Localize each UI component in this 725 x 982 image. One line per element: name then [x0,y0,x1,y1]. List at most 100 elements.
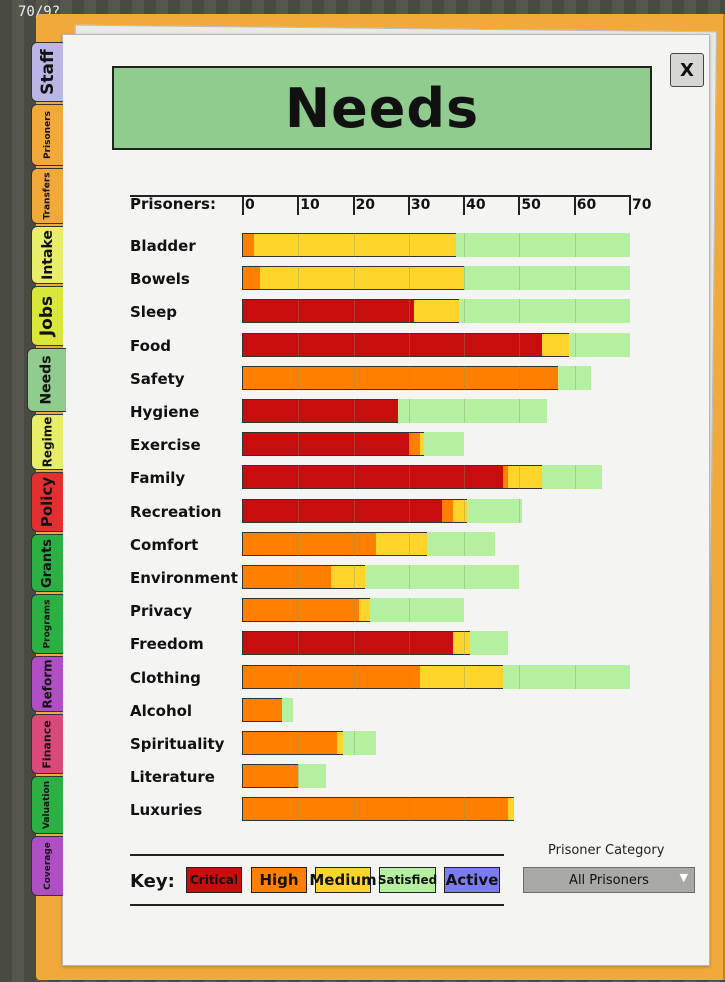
category-label: Clothing [130,668,201,687]
category-label: Recreation [130,502,222,521]
gridline [298,299,300,324]
tab-coverage[interactable]: Coverage [31,836,63,896]
bar-edge [242,697,243,722]
tab-intake[interactable]: Intake [31,226,63,284]
gridline [464,299,466,324]
tab-label: Reform [40,659,55,709]
category-label: Hygiene [130,403,200,421]
gridline [519,664,521,689]
category-label: Bowels [130,270,190,289]
tab-programs[interactable]: Programs [31,594,63,654]
tab-needs[interactable]: Needs [27,348,66,412]
gridline [408,664,410,689]
bar-segment-medium [254,233,456,257]
category-label: Luxuries [130,801,203,820]
prisoner-category-select[interactable]: All Prisoners ▼ [523,867,695,893]
gridline [574,365,576,390]
gridline [519,332,521,357]
gridline [574,332,576,357]
bar-segment-satisfied [558,365,592,390]
bar-edge [242,233,243,257]
x-tick-label: 0 [245,197,255,213]
tab-regime[interactable]: Regime [31,414,63,470]
tab-label: Transfers [42,172,53,220]
tab-label: Prisoners [42,111,53,159]
gridline [574,299,576,324]
tab-label: Intake [39,230,56,280]
gridline [298,432,300,457]
gridline [464,266,466,291]
tab-staff[interactable]: Staff [31,42,63,102]
bar-segment-high [243,697,282,722]
x-tick [297,195,300,215]
tab-prisoners[interactable]: Prisoners [31,104,63,166]
gridline [574,233,576,257]
x-tick-label: 50 [521,197,541,213]
bar-segment-medium [359,598,371,623]
bar-segment-satisfied [281,697,293,722]
x-tick [407,195,410,215]
x-tick-label: 10 [300,197,320,213]
category-label: Food [130,336,171,355]
bar-edge [242,664,243,689]
bar-segment-satisfied [342,731,376,755]
tab-finance[interactable]: Finance [31,714,63,774]
tab-valuation[interactable]: Valuation [31,776,63,834]
tab-reform[interactable]: Reform [31,656,63,712]
tab-jobs[interactable]: Jobs [31,286,63,346]
category-label: Privacy [130,602,193,621]
bar-edge [242,731,243,755]
gridline [353,797,355,822]
title-box: Needs [112,66,652,150]
tab-policy[interactable]: Policy [31,472,63,532]
tab-grants[interactable]: Grants [31,534,63,592]
gridline [298,332,300,357]
close-button[interactable]: X [670,53,704,87]
bar-edge [242,299,243,324]
gridline [464,365,466,390]
bar-segment-high [408,432,420,457]
x-tick-label: 40 [466,197,486,213]
gridline [353,266,355,291]
x-tick [463,195,466,215]
bar-segment-high [243,531,376,556]
bar-segment-critical [243,465,503,490]
gridline [408,465,410,490]
gridline [298,598,300,623]
gridline [519,365,521,390]
category-label: Bladder [130,237,196,255]
gridline [464,233,466,257]
axis-label: Prisoners: [130,195,216,213]
x-tick-label: 30 [410,197,431,213]
gridline [408,531,410,556]
gridline [408,598,410,623]
bar-segment-satisfied [423,432,465,457]
tab-label: Valuation [42,780,53,830]
bar-edge [242,631,243,656]
category-label: Alcohol [130,701,193,720]
bar-segment-satisfied [298,764,326,789]
tab-transfers[interactable]: Transfers [31,168,63,224]
gridline [298,664,300,689]
key-divider-top [130,854,504,856]
gridline [353,731,355,755]
bar-segment-medium [419,664,503,689]
gridline [353,332,355,357]
bar-segment-medium [259,266,465,291]
bar-edge [242,764,243,789]
key-divider-bottom [130,904,504,906]
x-tick-label: 60 [576,197,597,213]
x-tick [242,195,244,215]
bar-segment-medium [375,531,428,556]
gridline [408,233,410,257]
bar-segment-high [502,465,509,490]
bar-edge [242,465,243,490]
gridline [574,465,576,490]
gridline [298,565,300,589]
bar-segment-medium [414,299,459,324]
page-title: Needs [284,76,480,140]
bar-segment-medium [508,465,542,490]
gridline [408,399,410,423]
bar-segment-satisfied [569,332,630,357]
